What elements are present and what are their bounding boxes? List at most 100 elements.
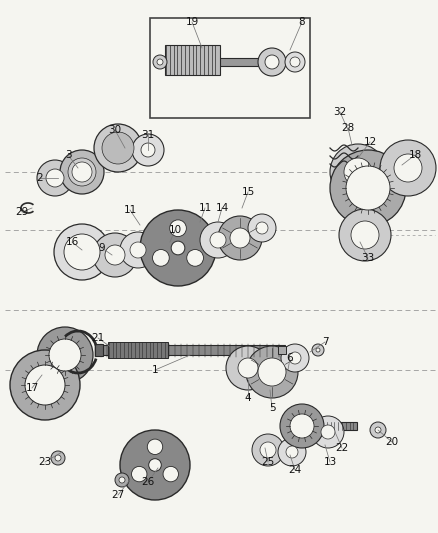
Text: 32: 32	[333, 107, 346, 117]
Text: 8: 8	[299, 17, 305, 27]
Circle shape	[312, 416, 344, 448]
Text: 23: 23	[39, 457, 52, 467]
Circle shape	[258, 358, 286, 386]
Circle shape	[157, 59, 163, 65]
Bar	[302, 422, 357, 430]
Circle shape	[120, 430, 190, 500]
Circle shape	[394, 154, 422, 182]
Circle shape	[60, 150, 104, 194]
Circle shape	[141, 143, 155, 157]
Text: 11: 11	[124, 205, 137, 215]
Circle shape	[120, 232, 156, 268]
Circle shape	[278, 438, 306, 466]
Circle shape	[119, 477, 125, 483]
Bar	[150, 18, 310, 118]
Circle shape	[163, 466, 178, 482]
Circle shape	[200, 222, 236, 258]
Circle shape	[316, 348, 320, 352]
Bar	[95, 344, 103, 356]
Circle shape	[210, 232, 226, 248]
Circle shape	[230, 228, 250, 248]
Circle shape	[370, 422, 386, 438]
Circle shape	[375, 427, 381, 433]
Circle shape	[108, 138, 128, 158]
Bar	[278, 346, 286, 354]
Bar	[108, 342, 168, 358]
Text: 27: 27	[111, 490, 125, 500]
Text: 17: 17	[25, 383, 39, 393]
Text: 18: 18	[408, 150, 422, 160]
Text: 14: 14	[215, 203, 229, 213]
Text: 9: 9	[99, 243, 105, 253]
Text: 15: 15	[241, 187, 254, 197]
Circle shape	[286, 446, 298, 458]
Circle shape	[153, 55, 167, 69]
Circle shape	[130, 242, 146, 258]
Text: 28: 28	[341, 123, 355, 133]
Circle shape	[68, 158, 96, 186]
Circle shape	[94, 124, 142, 172]
Text: 12: 12	[364, 137, 377, 147]
Circle shape	[290, 57, 300, 67]
Circle shape	[64, 234, 100, 270]
Text: 4: 4	[245, 393, 251, 403]
Circle shape	[132, 134, 164, 166]
Circle shape	[330, 144, 386, 200]
Circle shape	[346, 166, 390, 210]
Circle shape	[187, 249, 204, 266]
Circle shape	[148, 459, 161, 471]
Circle shape	[170, 220, 186, 237]
Text: 3: 3	[65, 150, 71, 160]
Circle shape	[147, 439, 162, 455]
Circle shape	[252, 434, 284, 466]
Text: 26: 26	[141, 477, 155, 487]
Circle shape	[131, 466, 147, 482]
Circle shape	[102, 132, 134, 164]
Circle shape	[152, 249, 169, 266]
Circle shape	[10, 350, 80, 420]
Circle shape	[246, 346, 298, 398]
Circle shape	[256, 222, 268, 234]
Circle shape	[238, 358, 258, 378]
Circle shape	[321, 425, 335, 439]
Text: 10: 10	[169, 225, 182, 235]
Circle shape	[351, 221, 379, 249]
Circle shape	[72, 162, 92, 182]
Circle shape	[51, 451, 65, 465]
Circle shape	[339, 209, 391, 261]
Circle shape	[140, 210, 216, 286]
Text: 20: 20	[385, 437, 399, 447]
Text: 24: 24	[288, 465, 302, 475]
Text: 29: 29	[15, 207, 28, 217]
Text: 16: 16	[65, 237, 79, 247]
Bar	[165, 45, 220, 75]
Circle shape	[265, 55, 279, 69]
Circle shape	[258, 48, 286, 76]
Circle shape	[344, 158, 372, 186]
Circle shape	[93, 233, 137, 277]
Circle shape	[380, 140, 436, 196]
Circle shape	[248, 214, 276, 242]
Circle shape	[290, 414, 314, 438]
Bar	[95, 345, 285, 355]
Circle shape	[280, 404, 324, 448]
Text: 19: 19	[185, 17, 198, 27]
Text: 2: 2	[37, 173, 43, 183]
Text: 25: 25	[261, 457, 275, 467]
Text: 22: 22	[336, 443, 349, 453]
Circle shape	[72, 162, 92, 182]
Text: 1: 1	[152, 365, 158, 375]
Circle shape	[226, 346, 270, 390]
Text: 21: 21	[92, 333, 105, 343]
Circle shape	[54, 224, 110, 280]
Circle shape	[281, 344, 309, 372]
Text: 30: 30	[109, 125, 122, 135]
Circle shape	[312, 344, 324, 356]
Circle shape	[171, 241, 185, 255]
Text: 5: 5	[268, 403, 276, 413]
Text: 31: 31	[141, 130, 155, 140]
Circle shape	[55, 455, 61, 461]
Circle shape	[105, 245, 125, 265]
Circle shape	[260, 442, 276, 458]
Text: 13: 13	[323, 457, 337, 467]
